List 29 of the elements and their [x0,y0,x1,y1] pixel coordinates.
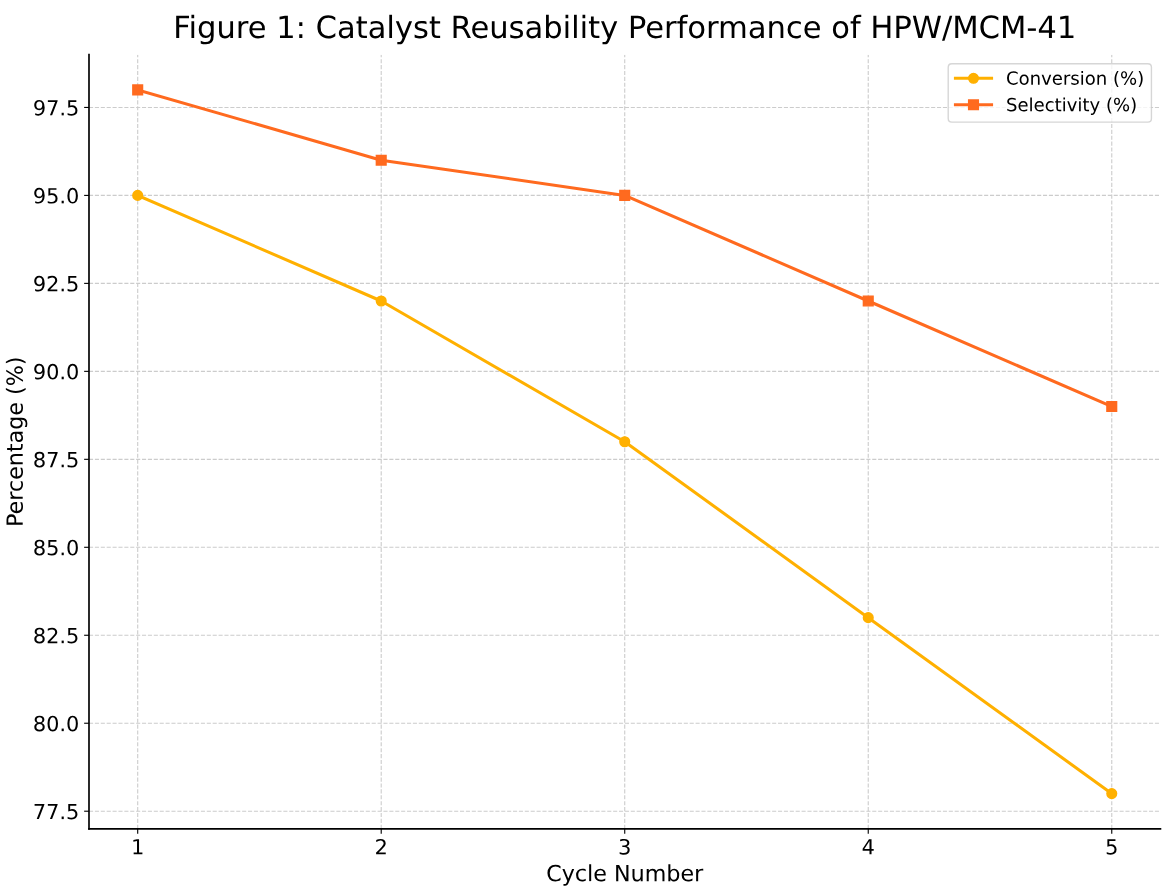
y-tick-label: 82.5 [34,627,78,644]
y-tick-label: 87.5 [34,451,78,468]
legend-label: Conversion (%) [1007,70,1143,88]
point [862,612,874,624]
x-tick-label: 2 [376,838,386,855]
point [375,295,387,307]
x-axis-title: Cycle Number [547,864,704,886]
point [1106,788,1118,800]
point [862,295,874,307]
chart-title: Figure 1: Catalyst Reusability Performance of HPW/MCM-41 [176,14,1074,45]
point [619,189,631,201]
x-tick-label: 4 [862,839,874,855]
y-tick-label: 92.5 [34,275,78,292]
y-tick-label: 80.0 [34,715,78,732]
y-tick-label: 85.0 [34,539,78,556]
y-tick-label: 97.5 [34,99,78,116]
point [375,154,387,166]
point [619,436,631,448]
y-tick-label: 95.0 [34,187,78,204]
x-tick-label: 1 [133,839,143,855]
x-tick-label: 5 [1106,839,1117,855]
point [1106,400,1118,413]
point [132,189,144,201]
legend-label: Selectivity (%) [1007,97,1136,115]
y-tick-label: 77.5 [34,803,78,820]
x-tick-label: 3 [619,838,630,855]
y-tick-label: 90.0 [34,363,78,380]
point [132,84,144,96]
y-axis-title: Percentage (%) [5,358,28,525]
